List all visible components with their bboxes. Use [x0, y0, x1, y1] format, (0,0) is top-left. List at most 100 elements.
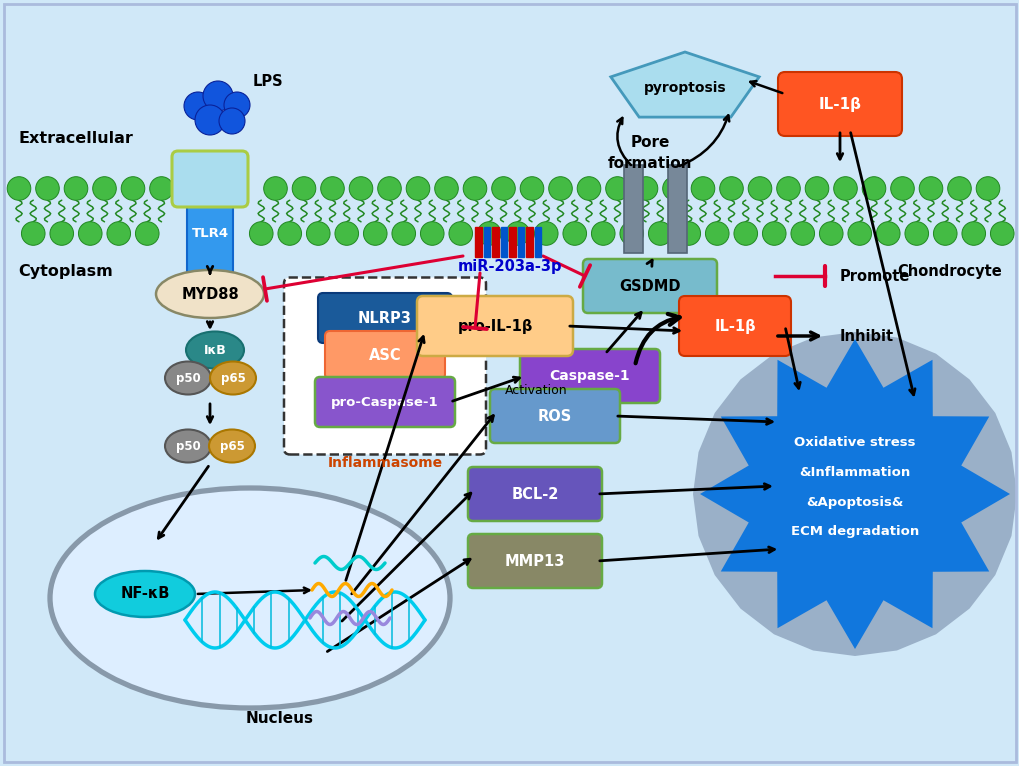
Circle shape	[833, 177, 856, 200]
Text: Nucleus: Nucleus	[246, 711, 314, 726]
Text: &Apoptosis&: &Apoptosis&	[806, 496, 903, 509]
Circle shape	[64, 177, 88, 200]
Circle shape	[78, 221, 102, 245]
Circle shape	[291, 177, 316, 200]
Circle shape	[391, 221, 415, 245]
Bar	[534, 227, 541, 257]
Circle shape	[195, 105, 225, 135]
Circle shape	[463, 177, 486, 200]
Circle shape	[136, 221, 159, 245]
Ellipse shape	[95, 571, 195, 617]
Circle shape	[520, 177, 543, 200]
Circle shape	[121, 177, 145, 200]
Text: Activation: Activation	[504, 384, 567, 397]
Polygon shape	[699, 339, 1009, 649]
Circle shape	[648, 221, 672, 245]
Circle shape	[434, 177, 458, 200]
Circle shape	[875, 221, 899, 245]
FancyBboxPatch shape	[468, 467, 601, 521]
Ellipse shape	[185, 332, 244, 368]
Circle shape	[577, 177, 600, 200]
Text: p50: p50	[175, 372, 200, 385]
Text: ROS: ROS	[537, 408, 572, 424]
Circle shape	[278, 221, 302, 245]
Circle shape	[904, 221, 927, 245]
Circle shape	[477, 221, 500, 245]
Text: Cytoplasm: Cytoplasm	[18, 264, 113, 279]
Ellipse shape	[156, 270, 264, 318]
Text: Extracellular: Extracellular	[18, 131, 132, 146]
Circle shape	[224, 92, 250, 118]
Circle shape	[562, 221, 586, 245]
Circle shape	[21, 221, 45, 245]
Circle shape	[93, 177, 116, 200]
Circle shape	[620, 221, 643, 245]
Text: &Inflammation: &Inflammation	[799, 466, 910, 479]
Circle shape	[420, 221, 443, 245]
Circle shape	[50, 221, 73, 245]
Circle shape	[534, 221, 557, 245]
Text: pro-Caspase-1: pro-Caspase-1	[331, 395, 438, 408]
Circle shape	[847, 221, 870, 245]
Circle shape	[306, 221, 330, 245]
Polygon shape	[610, 52, 758, 117]
FancyBboxPatch shape	[583, 259, 716, 313]
Text: NLRP3: NLRP3	[358, 310, 412, 326]
Text: MMP13: MMP13	[504, 554, 565, 568]
Circle shape	[250, 221, 273, 245]
Bar	[517, 227, 524, 257]
Circle shape	[705, 221, 729, 245]
Bar	[491, 227, 498, 257]
Text: p65: p65	[219, 440, 245, 453]
FancyBboxPatch shape	[489, 389, 620, 443]
Circle shape	[219, 108, 245, 134]
Text: Pore: Pore	[630, 135, 669, 150]
Circle shape	[107, 221, 130, 245]
Ellipse shape	[165, 430, 211, 463]
Circle shape	[548, 177, 572, 200]
Circle shape	[932, 221, 956, 245]
Circle shape	[691, 177, 714, 200]
Bar	[508, 227, 516, 257]
Circle shape	[918, 177, 942, 200]
Circle shape	[183, 92, 212, 120]
Circle shape	[634, 177, 657, 200]
Circle shape	[264, 177, 287, 200]
Circle shape	[748, 177, 771, 200]
FancyBboxPatch shape	[325, 331, 444, 379]
Bar	[483, 227, 490, 257]
Text: Promote: Promote	[840, 269, 910, 283]
Text: p50: p50	[175, 440, 200, 453]
Bar	[526, 227, 532, 257]
FancyBboxPatch shape	[417, 296, 573, 356]
Circle shape	[334, 221, 359, 245]
Circle shape	[662, 177, 686, 200]
Text: p65: p65	[220, 372, 246, 385]
Circle shape	[491, 177, 515, 200]
FancyBboxPatch shape	[172, 151, 248, 207]
FancyBboxPatch shape	[318, 293, 451, 343]
Circle shape	[36, 177, 59, 200]
Circle shape	[448, 221, 472, 245]
Circle shape	[775, 177, 800, 200]
Ellipse shape	[165, 362, 211, 394]
Ellipse shape	[209, 430, 255, 463]
Ellipse shape	[50, 488, 449, 708]
Ellipse shape	[210, 362, 256, 394]
Circle shape	[734, 221, 757, 245]
Text: IκB: IκB	[204, 343, 226, 356]
FancyBboxPatch shape	[679, 296, 790, 356]
FancyBboxPatch shape	[186, 165, 232, 276]
Text: Caspase-1: Caspase-1	[549, 369, 630, 383]
FancyBboxPatch shape	[777, 72, 901, 136]
Bar	[475, 227, 481, 257]
Circle shape	[505, 221, 529, 245]
Text: pyroptosis: pyroptosis	[643, 81, 726, 95]
FancyBboxPatch shape	[468, 534, 601, 588]
FancyBboxPatch shape	[520, 349, 659, 403]
Circle shape	[377, 177, 400, 200]
FancyBboxPatch shape	[283, 277, 485, 454]
Circle shape	[605, 177, 629, 200]
Text: Chondrocyte: Chondrocyte	[897, 264, 1001, 279]
Circle shape	[818, 221, 843, 245]
